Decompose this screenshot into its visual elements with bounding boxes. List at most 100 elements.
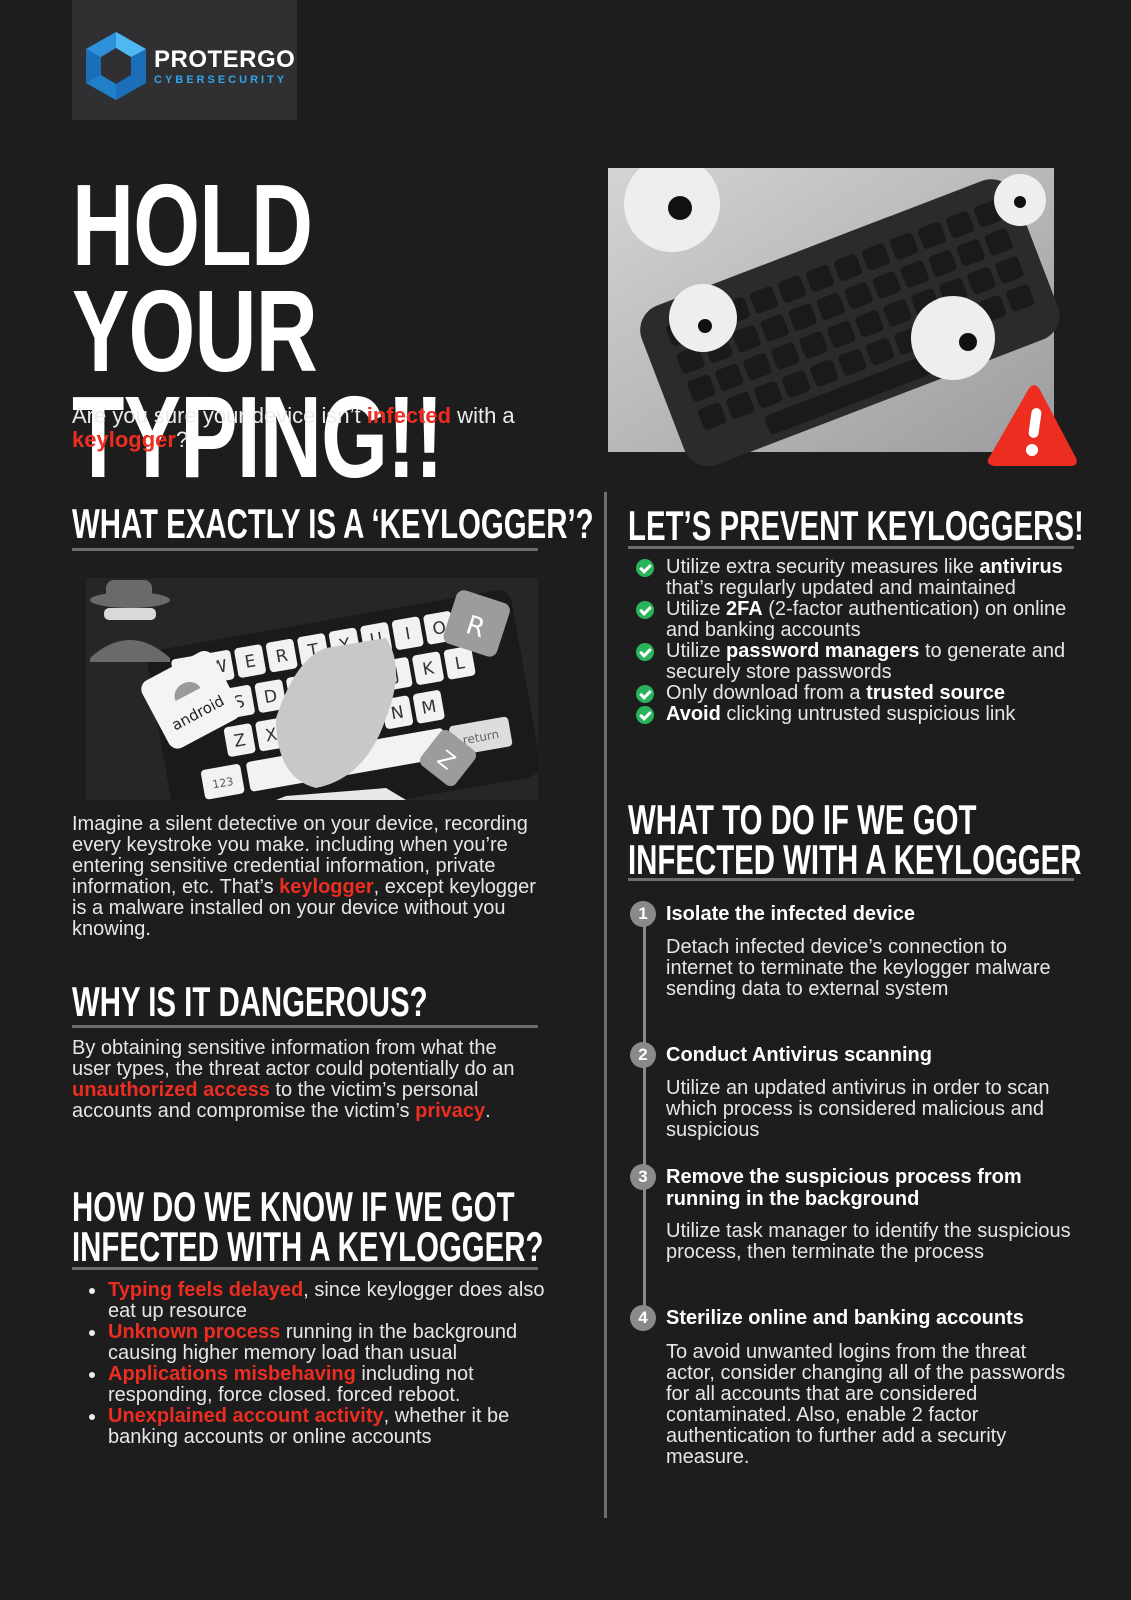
why-highlight: privacy — [415, 1100, 486, 1122]
prevention-list: Utilize extra security measures like ant… — [636, 557, 1076, 725]
prevent-divider — [628, 546, 1074, 549]
column-divider — [604, 492, 607, 1518]
symptom-highlight: Unknown process — [108, 1321, 281, 1343]
warning-icon — [987, 385, 1077, 466]
check-circle-icon — [636, 601, 654, 619]
what-text: Imagine a silent detective on your devic… — [72, 813, 528, 898]
why-text: to the victim’s personal accounts and co… — [72, 1079, 479, 1122]
typing-key-label: X — [264, 725, 279, 747]
list-item: Unknown process running in the backgroun… — [86, 1322, 556, 1364]
list-item: Unexplained account activity, whether it… — [86, 1406, 556, 1448]
typing-key-label: K — [421, 658, 436, 680]
list-item: Utilize extra security measures like ant… — [636, 557, 1076, 599]
spy-icon — [90, 580, 170, 662]
brand-tagline: CYBERSECURITY — [154, 74, 288, 86]
list-item: Only download from a trusted source — [636, 683, 1076, 704]
step-number-badge: 2 — [630, 1042, 656, 1068]
prevent-bold: Avoid — [666, 703, 721, 725]
subtitle-highlight: infected — [366, 403, 452, 428]
bullet-icon — [89, 1330, 95, 1336]
check-circle-icon — [636, 706, 654, 724]
why-highlight: unauthorized access — [72, 1079, 270, 1101]
bullet-icon — [89, 1372, 95, 1378]
prevent-bold: trusted source — [866, 682, 1006, 704]
typing-key-label: Z — [232, 730, 247, 752]
typing-key-label: 123 — [211, 775, 234, 791]
how-divider — [72, 1267, 538, 1270]
typing-key-label: O — [431, 618, 448, 640]
check-circle-icon — [636, 559, 654, 577]
brand-name: PROTERGO — [154, 46, 296, 73]
how-heading: HOW DO WE KNOW IF WE GOT INFECTED WITH A… — [72, 1186, 543, 1268]
title-line-2: TYPING!! — [72, 372, 444, 502]
typing-key-label: E — [243, 651, 257, 673]
symptom-text: running in the background causing higher… — [108, 1321, 518, 1364]
step-number-badge: 1 — [630, 901, 656, 927]
typing-key-label: return — [462, 727, 501, 747]
what-text: , except keylogger is a malware installe… — [72, 876, 536, 940]
step-number-badge: 3 — [630, 1164, 656, 1190]
prevent-bold: password managers — [726, 640, 920, 662]
prevent-text: Utilize — [666, 640, 727, 662]
todo-heading-line: INFECTED WITH A KEYLOGGER — [628, 836, 1082, 883]
subtitle-text: ? — [175, 427, 189, 452]
step-title: Sterilize online and banking accounts — [666, 1307, 1024, 1329]
hero-subtitle: Are you sure your device isn’t infected … — [72, 404, 562, 452]
what-heading: WHAT EXACTLY IS A ‘KEYLOGGER’? — [72, 500, 594, 547]
symptom-highlight: Typing feels delayed — [108, 1279, 304, 1301]
prevent-heading: LET’S PREVENT KEYLOGGERS! — [628, 502, 1084, 549]
prevent-bold: 2FA — [726, 598, 763, 620]
prevent-text: Utilize extra security measures like — [666, 556, 980, 578]
todo-divider — [628, 878, 1074, 881]
list-item: Utilize password managers to generate an… — [636, 641, 1076, 683]
prevent-text: to generate and securely store passwords — [666, 640, 1066, 683]
why-heading: WHY IS IT DANGEROUS? — [72, 978, 428, 1025]
step-title: Isolate the infected device — [666, 903, 915, 925]
subtitle-text: Are you sure your device isn’t — [72, 403, 367, 428]
hexagon-logo-icon — [86, 32, 146, 100]
what-divider — [72, 548, 538, 551]
prevent-text: that’s regularly updated and maintained — [666, 577, 1016, 599]
why-text: By obtaining sensitive information from … — [72, 1037, 515, 1080]
step-description: Utilize task manager to identify the sus… — [666, 1220, 1071, 1263]
subtitle-highlight: keylogger — [72, 427, 176, 452]
why-text: . — [485, 1100, 491, 1122]
check-circle-icon — [636, 643, 654, 661]
subtitle-text: with a — [451, 403, 515, 428]
typing-key-label: D — [263, 686, 279, 708]
prevent-text: Utilize — [666, 598, 727, 620]
what-description: Imagine a silent detective on your devic… — [72, 814, 540, 940]
typing-illustration: Q W E R T Y U I O P A S D F G H J K L Z … — [86, 578, 538, 800]
how-heading-line: HOW DO WE KNOW IF WE GOT — [72, 1183, 515, 1230]
typing-key-label: N — [389, 702, 405, 724]
prevent-text: (2-factor authentication) on online and … — [666, 598, 1067, 641]
list-item: Typing feels delayed, since keylogger do… — [86, 1280, 556, 1322]
prevent-bold: antivirus — [979, 556, 1063, 578]
prevent-text: clicking untrusted suspicious link — [720, 703, 1016, 725]
title-line-1: HOLD YOUR — [72, 160, 318, 396]
steps-timeline — [643, 912, 646, 1318]
prevent-text: Only download from a — [666, 682, 867, 704]
why-divider — [72, 1025, 538, 1028]
keyboard-eyes-illustration — [608, 168, 1077, 467]
list-item: Avoid clicking untrusted suspicious link — [636, 704, 1076, 725]
symptom-text: , since keylogger does also eat up resou… — [108, 1279, 545, 1322]
typing-key-label: I — [404, 624, 412, 645]
brand-logo: PROTERGO CYBERSECURITY — [72, 0, 297, 120]
symptom-highlight: Applications misbehaving — [108, 1363, 356, 1385]
todo-heading: WHAT TO DO IF WE GOT INFECTED WITH A KEY… — [628, 799, 1082, 883]
step-title: Conduct Antivirus scanning — [666, 1044, 932, 1066]
list-item: Applications misbehaving including not r… — [86, 1364, 556, 1406]
typing-key-label: M — [420, 697, 438, 719]
list-item: Utilize 2FA (2-factor authentication) on… — [636, 599, 1076, 641]
bullet-icon — [89, 1288, 95, 1294]
step-title: Remove the suspicious process from runni… — [666, 1166, 1022, 1210]
symptom-text: including not responding, force closed. … — [108, 1363, 474, 1406]
step-description: Detach infected device’s connection to i… — [666, 936, 1051, 1000]
check-circle-icon — [636, 685, 654, 703]
typing-key-label: J — [392, 665, 401, 686]
typing-key-label: L — [453, 653, 466, 674]
page-title: HOLD YOUR TYPING!! — [72, 167, 444, 495]
what-highlight: keylogger — [279, 876, 374, 898]
step-description: Utilize an updated antivirus in order to… — [666, 1077, 1050, 1141]
